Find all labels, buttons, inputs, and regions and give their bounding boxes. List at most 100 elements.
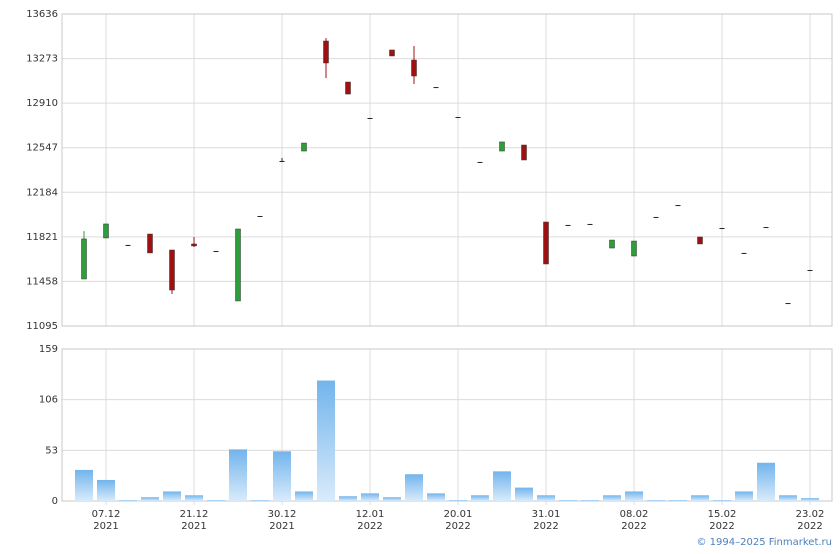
volume-bar	[603, 495, 621, 501]
candle-body	[609, 239, 615, 249]
x-tick-label: 20.01	[444, 509, 473, 520]
volume-bar	[625, 491, 643, 501]
candle-body	[235, 228, 241, 302]
volume-bar	[515, 487, 533, 501]
volume-tick-label: 53	[45, 445, 58, 456]
x-tick-year: 2022	[621, 521, 646, 532]
y-tick-label: 13273	[26, 54, 58, 65]
candle-body	[653, 216, 659, 218]
volume-bar	[141, 497, 159, 501]
x-tick-label: 30.12	[268, 509, 297, 520]
candle-body	[169, 249, 175, 291]
candle-body	[367, 118, 373, 119]
volume-tick-label: 106	[39, 395, 58, 406]
y-tick-label: 13636	[26, 9, 58, 20]
volume-bar	[493, 471, 511, 501]
x-tick-year: 2022	[709, 521, 734, 532]
volume-bar	[559, 500, 577, 501]
volume-bar	[119, 500, 137, 501]
volume-tick-label: 159	[39, 344, 58, 355]
volume-bar	[735, 491, 753, 501]
candle-body	[587, 223, 593, 225]
volume-bar	[273, 451, 291, 501]
candle-body	[499, 141, 505, 152]
candle-body	[411, 59, 417, 77]
x-tick-year: 2021	[181, 521, 206, 532]
x-tick-label: 12.01	[356, 509, 385, 520]
volume-bar	[449, 500, 467, 501]
candle-body	[697, 236, 703, 245]
y-tick-label: 12910	[26, 98, 58, 109]
candle-body	[301, 142, 307, 152]
x-tick-label: 08.02	[620, 509, 649, 520]
candle-body	[81, 238, 87, 280]
x-tick-label: 07.12	[92, 509, 121, 520]
x-tick-label: 23.02	[796, 509, 825, 520]
plot-frame	[61, 348, 833, 502]
candle-body	[345, 81, 351, 95]
volume-bar	[471, 495, 489, 501]
x-tick-label: 15.02	[708, 509, 737, 520]
volume-bar	[427, 493, 445, 501]
x-tick-label: 31.01	[532, 509, 561, 520]
candle-body	[257, 215, 263, 217]
candle-body	[323, 40, 329, 64]
candle-body	[455, 117, 461, 119]
candle-body	[103, 223, 109, 239]
volume-bar	[163, 491, 181, 501]
y-tick-label: 12184	[26, 187, 58, 198]
volume-bar	[361, 493, 379, 501]
candle-body	[389, 49, 395, 57]
volume-bar	[295, 491, 313, 501]
volume-bar	[185, 495, 203, 501]
x-tick-year: 2022	[357, 521, 382, 532]
x-tick-label: 21.12	[180, 509, 209, 520]
volume-bar	[713, 500, 731, 501]
volume-bar	[405, 474, 423, 501]
candle-body	[191, 243, 197, 247]
volume-bar	[97, 479, 115, 501]
volume-bar	[757, 462, 775, 501]
volume-bar	[251, 500, 269, 501]
volume-bar	[581, 500, 599, 501]
candle-body	[279, 160, 285, 162]
candle-body	[147, 233, 153, 254]
volume-bar	[229, 449, 247, 501]
y-tick-label: 12547	[26, 143, 58, 154]
candle-body	[631, 240, 637, 257]
y-tick-label: 11458	[26, 276, 58, 287]
volume-bar	[647, 500, 665, 501]
candle-body	[763, 227, 769, 229]
x-tick-year: 2022	[445, 521, 470, 532]
volume-bar	[75, 469, 93, 501]
y-tick-label: 11095	[26, 321, 58, 332]
candle-body	[213, 250, 219, 252]
volume-bar	[339, 496, 357, 501]
volume-bar	[207, 500, 225, 501]
candle-body	[543, 221, 549, 265]
candle-body	[565, 224, 571, 226]
x-tick-year: 2021	[269, 521, 294, 532]
volume-bar	[801, 498, 819, 501]
candle-body	[719, 228, 725, 230]
volume-bar	[537, 495, 555, 501]
x-tick-year: 2022	[797, 521, 822, 532]
y-tick-label: 11821	[26, 232, 58, 243]
volume-bar	[691, 495, 709, 501]
candle-body	[477, 161, 483, 163]
candle-body	[807, 270, 813, 272]
candle-body	[125, 244, 131, 246]
volume-bar	[669, 500, 687, 501]
candle-body	[675, 205, 681, 207]
x-tick-year: 2022	[533, 521, 558, 532]
candle-body	[433, 87, 439, 89]
plot-frame	[61, 13, 833, 327]
volume-tick-label: 0	[52, 496, 58, 507]
volume-bar	[383, 497, 401, 501]
volume-bar	[317, 380, 335, 501]
footer: © 1994–2025 Finmarket.ru	[696, 537, 832, 548]
candle-body	[741, 252, 747, 254]
candle-body	[785, 303, 791, 305]
